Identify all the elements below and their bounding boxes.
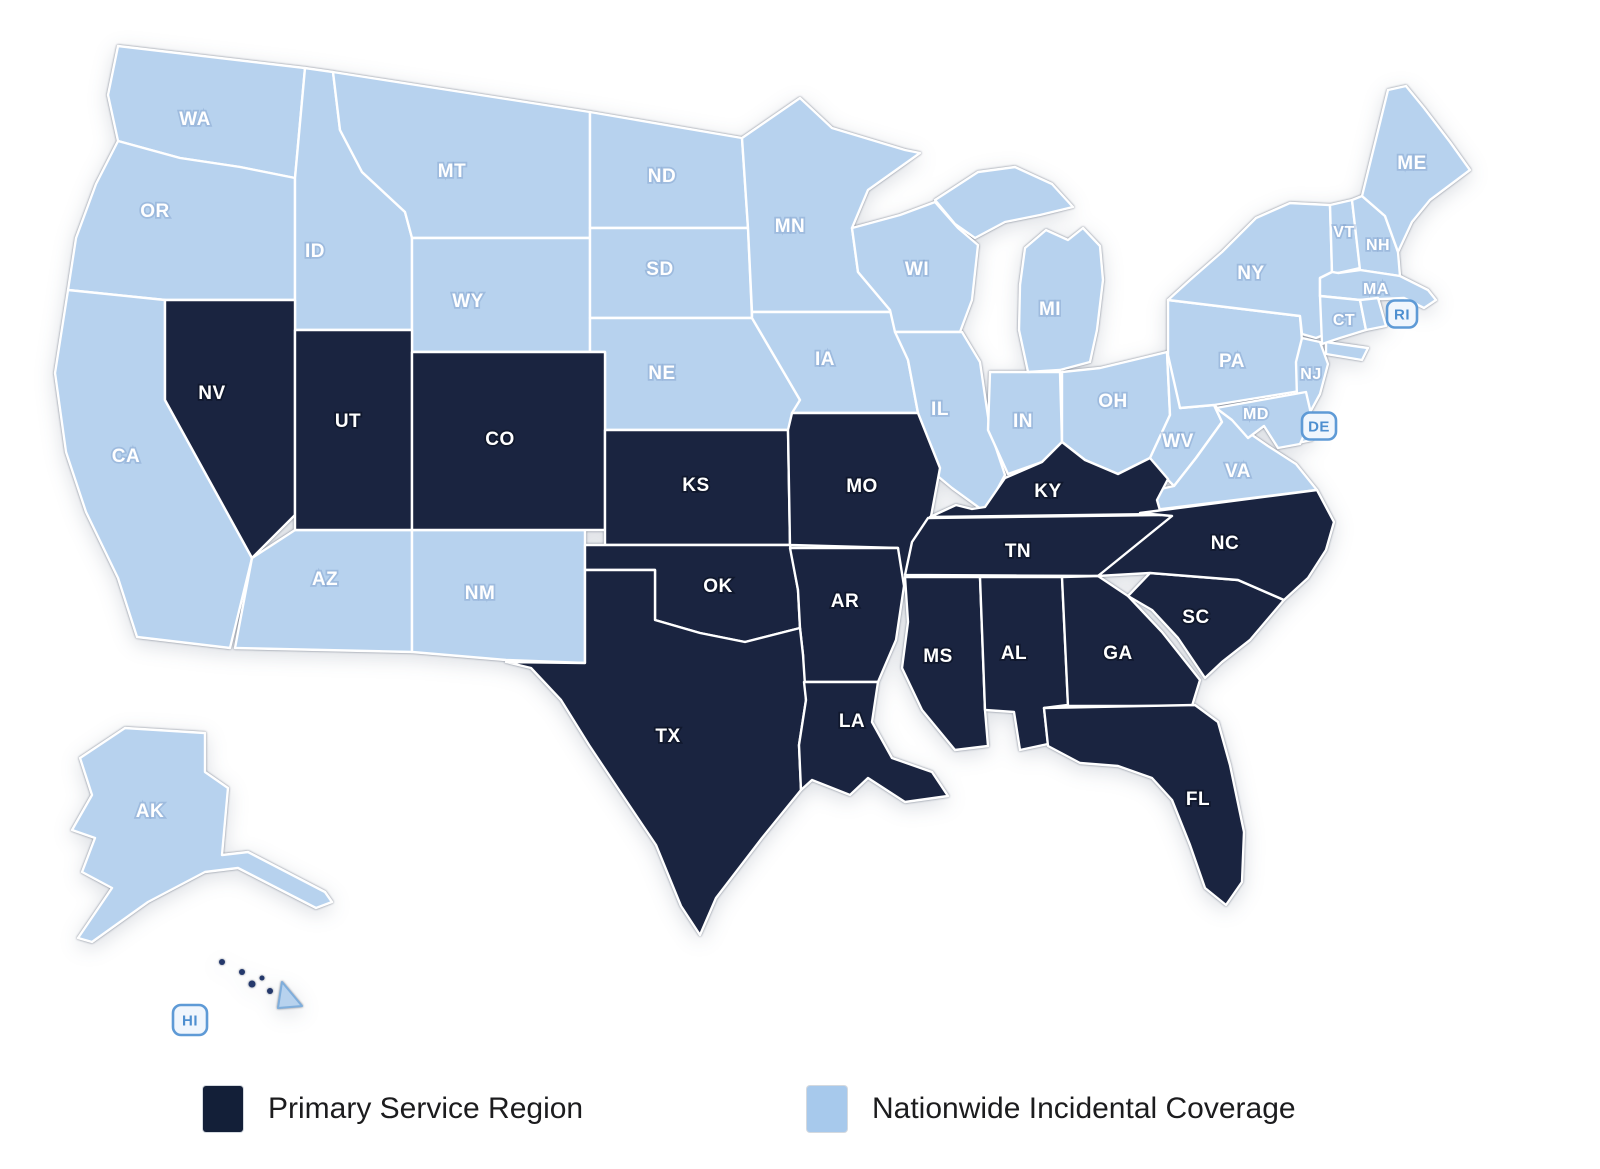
state-hi <box>277 981 303 1009</box>
state-label-il: IL <box>931 399 949 420</box>
state-label-mn: MN <box>775 216 806 237</box>
state-label-ms: MS <box>923 646 953 667</box>
state-label-az: AZ <box>312 569 338 590</box>
hawaii-island-dot <box>239 969 245 975</box>
state-label-co: CO <box>485 429 515 450</box>
hawaii-island-dot <box>248 980 256 988</box>
state-label-nh: NH <box>1366 237 1390 254</box>
state-nm <box>410 528 587 665</box>
state-label-ia: IA <box>815 349 835 370</box>
state-label-ct: CT <box>1333 312 1355 329</box>
state-ct <box>1318 294 1368 346</box>
state-label-mo: MO <box>846 476 878 497</box>
state-label-ky: KY <box>1034 481 1061 502</box>
state-label-nm: NM <box>465 583 496 604</box>
hawaii-island-dot <box>259 975 265 981</box>
state-label-de: DE <box>1308 419 1330 436</box>
state-label-me: ME <box>1397 153 1427 174</box>
state-label-ga: GA <box>1103 643 1133 664</box>
legend-label-incidental: Nationwide Incidental Coverage <box>872 1092 1296 1125</box>
state-label-id: ID <box>305 241 325 262</box>
state-label-wy: WY <box>452 291 484 312</box>
state-label-wv: WV <box>1162 431 1194 452</box>
state-fl <box>1042 703 1246 907</box>
state-label-ok: OK <box>703 576 733 597</box>
state-badge-ri <box>1385 299 1419 329</box>
state-label-or: OR <box>140 201 170 222</box>
state-label-mi: MI <box>1039 299 1061 320</box>
legend-swatch-incidental <box>807 1086 847 1132</box>
legend-label-primary: Primary Service Region <box>268 1092 584 1125</box>
state-badge-hi <box>171 1003 209 1037</box>
state-label-va: VA <box>1225 461 1251 482</box>
state-label-hi: HI <box>182 1013 198 1030</box>
state-label-oh: OH <box>1098 391 1128 412</box>
state-label-ak: AK <box>136 801 164 822</box>
state-label-nd: ND <box>648 166 676 187</box>
state-wy <box>410 236 592 354</box>
state-label-ca: CA <box>112 446 140 467</box>
state-label-mt: MT <box>438 161 466 182</box>
state-md <box>1214 390 1314 450</box>
state-label-tx: TX <box>655 726 680 747</box>
hawaii-island-dot <box>219 959 225 965</box>
state-nv <box>163 298 297 560</box>
state-mi <box>933 165 1105 374</box>
legend-swatch-primary <box>203 1086 243 1132</box>
state-label-tn: TN <box>1005 541 1031 562</box>
state-label-ri: RI <box>1394 307 1410 324</box>
state-label-ks: KS <box>682 475 709 496</box>
state-label-la: LA <box>839 711 865 732</box>
hawaii-island-dot <box>267 988 273 994</box>
state-label-wa: WA <box>179 109 211 130</box>
state-nc <box>1096 488 1336 602</box>
state-label-al: AL <box>1001 643 1027 664</box>
legend-item-primary: Primary Service Region <box>203 1086 583 1132</box>
state-label-ny: NY <box>1237 263 1264 284</box>
state-label-ut: UT <box>335 411 361 432</box>
state-label-nj: NJ <box>1300 366 1321 383</box>
state-ar <box>788 546 906 684</box>
state-ak <box>70 726 334 944</box>
state-label-ma: MA <box>1363 281 1389 298</box>
state-tx <box>504 568 808 937</box>
state-label-nc: NC <box>1211 533 1239 554</box>
state-label-ne: NE <box>648 363 675 384</box>
state-label-wi: WI <box>905 259 929 280</box>
state-label-vt: VT <box>1333 224 1354 241</box>
state-label-md: MD <box>1243 406 1269 423</box>
state-label-ar: AR <box>831 591 859 612</box>
state-ky <box>928 440 1170 519</box>
state-label-in: IN <box>1013 411 1033 432</box>
legend: Primary Service Region Nationwide Incide… <box>0 1086 1600 1156</box>
state-ri <box>1358 296 1388 332</box>
state-label-pa: PA <box>1219 351 1245 372</box>
state-label-fl: FL <box>1186 789 1210 810</box>
state-label-sd: SD <box>646 259 673 280</box>
state-label-sc: SC <box>1182 607 1209 628</box>
state-la <box>797 680 950 804</box>
state-badge-de <box>1300 411 1338 441</box>
state-me <box>1360 84 1472 254</box>
state-wi <box>850 200 980 334</box>
state-label-nv: NV <box>198 383 225 404</box>
legend-item-incidental: Nationwide Incidental Coverage <box>807 1086 1296 1132</box>
